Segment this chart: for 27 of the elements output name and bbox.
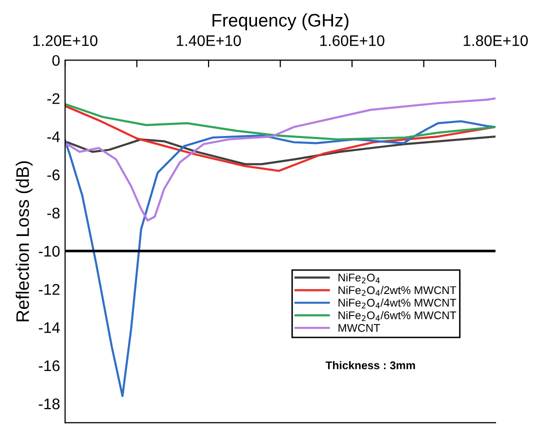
- y-tick-label: -16: [38, 360, 60, 372]
- line-series: [65, 135, 496, 166]
- x-tick-label: 1.60E+10: [320, 35, 384, 46]
- legend-label: NiFe$_{2}$O$_{4}$/6wt% MWCNT: [338, 311, 456, 321]
- legend-label: MWCNT: [338, 324, 380, 332]
- legend-label: NiFe$_{2}$O$_{4}$/2wt% MWCNT: [338, 286, 456, 296]
- line-series: [65, 104, 496, 172]
- y-tick-label: -10: [38, 246, 60, 257]
- line-series: [65, 120, 496, 398]
- y-tick-label: -18: [38, 398, 60, 410]
- y-tick-label: -4: [47, 132, 60, 142]
- y-tick-label: 0: [52, 55, 60, 66]
- x-axis-title: Frequency (GHz): [212, 13, 348, 30]
- annotation: Thickness : 3mm: [326, 361, 415, 370]
- x-tick-label: 1.40E+10: [176, 35, 241, 46]
- line-series: [65, 103, 496, 140]
- y-tick-label: -2: [47, 93, 60, 104]
- x-tick-label: 1.20E+10: [33, 35, 98, 46]
- legend-label: NiFe$_{2}$O$_{4}$: [338, 273, 380, 284]
- x-tick-label: 1.80E+10: [464, 35, 528, 46]
- y-axis-title: Reflection Loss (dB): [16, 161, 33, 322]
- line-series: [65, 97, 496, 222]
- y-tick-label: -6: [47, 170, 60, 180]
- y-tick-label: -14: [38, 322, 60, 333]
- y-tick-label: -8: [47, 208, 60, 219]
- legend-label: NiFe$_{2}$O$_{4}$/4wt% MWCNT: [338, 298, 456, 308]
- y-tick-label: -12: [38, 284, 60, 295]
